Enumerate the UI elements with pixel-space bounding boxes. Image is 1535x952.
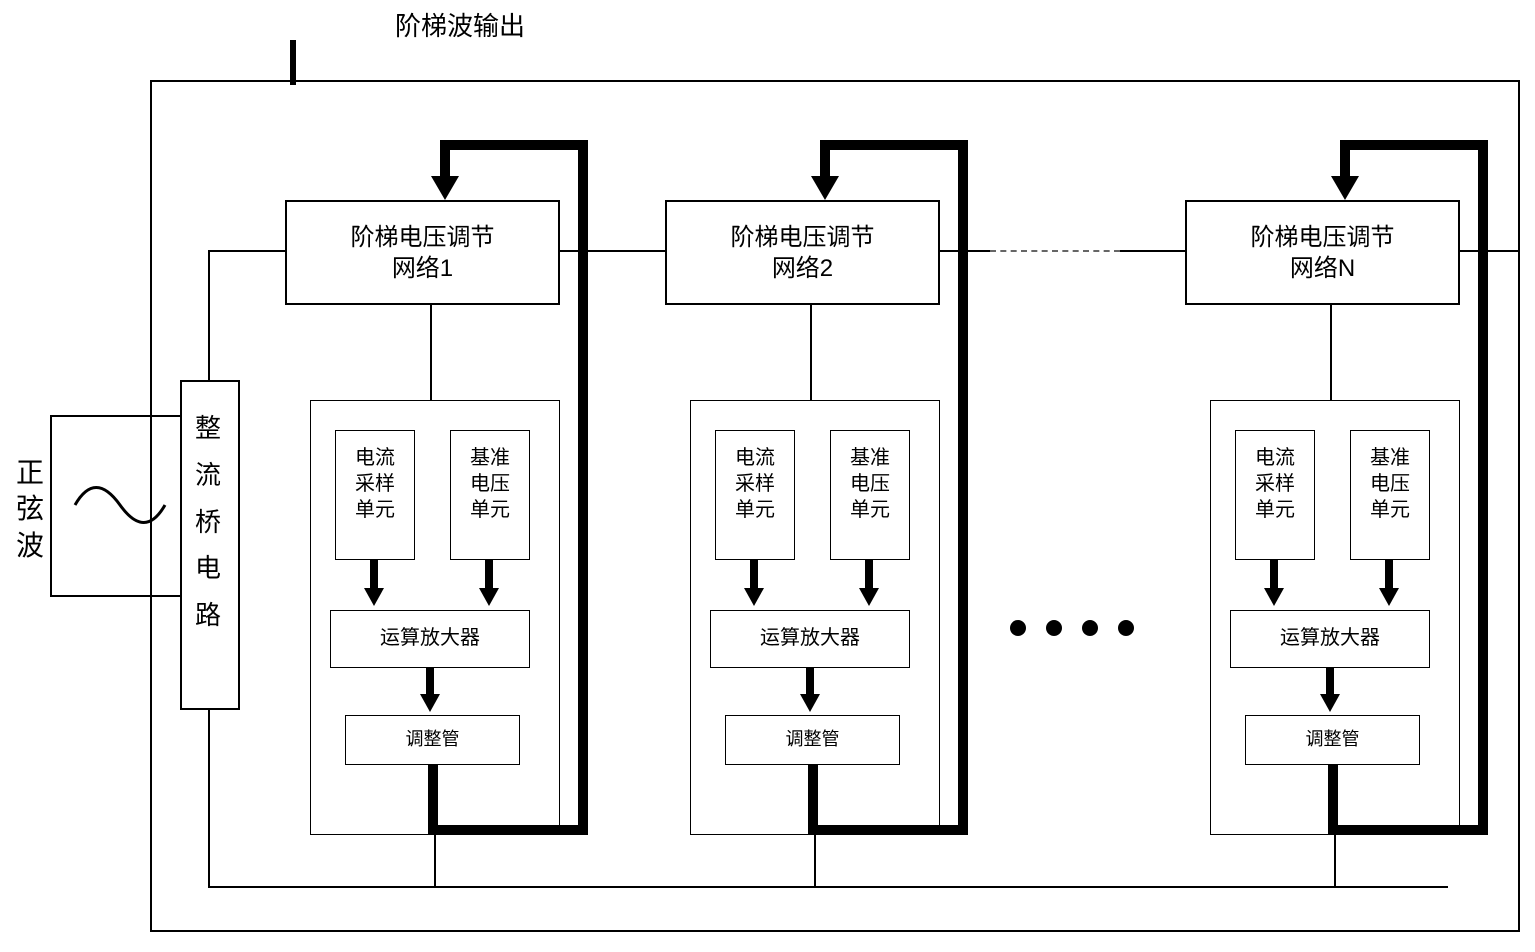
fb2-h	[808, 825, 968, 835]
adjust-tube-label-1: 调整管	[375, 728, 490, 751]
sine-line-bottom	[50, 595, 180, 597]
fbn-up	[1478, 140, 1488, 835]
adjust-tube-label-n: 调整管	[1275, 728, 1390, 751]
fbn-arrow-stem	[1340, 140, 1350, 180]
arrow-stem-nb	[1385, 560, 1393, 590]
arrow-2c	[800, 694, 820, 712]
cont2-bottom	[814, 835, 816, 887]
arrow-stem-2a	[750, 560, 758, 590]
netn-to-container	[1330, 305, 1332, 400]
fb1-h	[428, 825, 588, 835]
adjust-tube-label-2: 调整管	[755, 728, 870, 751]
current-sample-label-n: 电流 采样 单元	[1245, 445, 1305, 523]
arrow-1a	[364, 588, 384, 606]
arrow-stem-2c	[806, 668, 814, 696]
rectifier-label: 整 流 桥 电 路	[193, 405, 223, 639]
ref-voltage-label-n: 基准 电压 单元	[1360, 445, 1420, 523]
frame-top	[150, 80, 1520, 82]
arrow-stem-1b	[485, 560, 493, 590]
fb1-arrow	[431, 176, 459, 200]
sine-label: 正 弦 波	[15, 455, 45, 564]
arrow-nc	[1320, 694, 1340, 712]
arrow-stem-1c	[426, 668, 434, 696]
arrow-stem-na	[1270, 560, 1278, 590]
sine-line-left	[50, 415, 52, 597]
fb1-top	[440, 140, 588, 150]
ref-voltage-label-2: 基准 电压 单元	[840, 445, 900, 523]
fbn-h	[1328, 825, 1488, 835]
arrow-2a	[744, 588, 764, 606]
output-line	[290, 40, 296, 85]
cont1-bottom	[434, 835, 436, 887]
net1-to-container	[430, 305, 432, 400]
rect-conn-up	[208, 250, 210, 380]
netn-right	[1460, 250, 1520, 252]
ref-voltage-label-1: 基准 电压 单元	[460, 445, 520, 523]
network-label-2: 阶梯电压调节 网络2	[695, 222, 910, 284]
current-sample-label-2: 电流 采样 单元	[725, 445, 785, 523]
arrow-2b	[859, 588, 879, 606]
frame-right	[1518, 80, 1520, 932]
dash-top	[990, 250, 1120, 252]
fb1-up	[578, 140, 588, 835]
op-amp-label-2: 运算放大器	[730, 625, 890, 651]
arrow-na	[1264, 588, 1284, 606]
op-amp-label-1: 运算放大器	[350, 625, 510, 651]
bottom-rail	[208, 886, 1448, 888]
fb2-arrow-stem	[820, 140, 830, 180]
dots-icon	[1010, 620, 1134, 636]
net1-to-net2	[560, 250, 665, 252]
output-label: 阶梯波输出	[395, 10, 525, 44]
net2-to-container	[810, 305, 812, 400]
arrow-stem-nc	[1326, 668, 1334, 696]
network-label-n: 阶梯电压调节 网络N	[1215, 222, 1430, 284]
current-sample-label-1: 电流 采样 单元	[345, 445, 405, 523]
network-label-1: 阶梯电压调节 网络1	[315, 222, 530, 284]
sine-wave-icon	[70, 475, 170, 535]
arrow-1c	[420, 694, 440, 712]
arrow-1b	[479, 588, 499, 606]
net2-to-dash	[940, 250, 990, 252]
diagram-root: 阶梯波输出 正 弦 波 整 流 桥 电 路 阶梯电压调节 网络1 电流 采样 单…	[0, 0, 1535, 952]
fb1-arrow-stem	[440, 140, 450, 180]
arrow-stem-1a	[370, 560, 378, 590]
fb2-arrow	[811, 176, 839, 200]
sine-line-top	[50, 415, 180, 417]
fb2-up	[958, 140, 968, 835]
rect-conn-down	[208, 710, 210, 888]
frame-left	[150, 80, 152, 932]
frame-bottom	[150, 930, 1520, 932]
fbn-top	[1340, 140, 1488, 150]
dash-to-netn	[1120, 250, 1185, 252]
arrow-stem-2b	[865, 560, 873, 590]
arrow-nb	[1379, 588, 1399, 606]
contn-bottom	[1334, 835, 1336, 887]
fbn-arrow	[1331, 176, 1359, 200]
rect-conn-top	[208, 250, 285, 252]
fb2-top	[820, 140, 968, 150]
op-amp-label-n: 运算放大器	[1250, 625, 1410, 651]
